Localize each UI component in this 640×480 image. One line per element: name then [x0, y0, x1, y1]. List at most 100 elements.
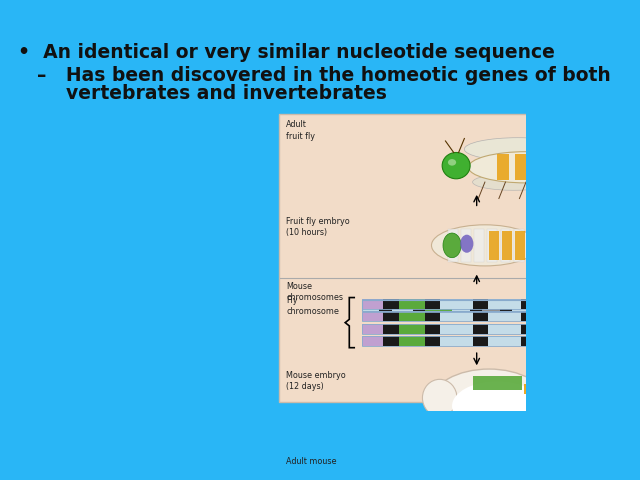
Bar — [536, 336, 568, 346]
Bar — [452, 300, 470, 311]
Bar — [470, 300, 482, 311]
Bar — [474, 229, 484, 262]
Text: Mouse
chromosomes: Mouse chromosomes — [286, 282, 343, 302]
Bar — [488, 324, 520, 334]
Bar — [509, 462, 520, 473]
Bar — [426, 300, 452, 311]
Bar — [425, 336, 440, 346]
Bar — [362, 299, 383, 309]
Ellipse shape — [452, 382, 543, 431]
Bar — [472, 376, 522, 390]
Bar — [362, 299, 616, 309]
Text: Adult mouse: Adult mouse — [286, 457, 337, 466]
Bar — [461, 229, 471, 262]
Bar — [514, 229, 524, 262]
Bar — [482, 300, 500, 311]
Ellipse shape — [431, 465, 579, 480]
Bar — [568, 324, 590, 334]
Bar — [590, 312, 616, 322]
Bar — [362, 312, 616, 322]
Bar — [568, 299, 590, 309]
Bar — [448, 229, 458, 262]
Bar — [536, 312, 568, 322]
Bar — [425, 324, 440, 334]
Bar — [488, 299, 520, 309]
Ellipse shape — [460, 235, 474, 253]
Bar — [362, 324, 616, 334]
Text: vertebrates and invertebrates: vertebrates and invertebrates — [66, 84, 387, 103]
Text: •  An identical or very similar nucleotide sequence: • An identical or very similar nucleotid… — [18, 43, 555, 62]
Bar — [413, 300, 426, 311]
Bar — [590, 336, 616, 346]
Bar — [497, 462, 506, 473]
Bar — [457, 462, 468, 473]
Bar — [425, 299, 440, 309]
Bar — [500, 229, 510, 262]
Bar — [538, 300, 551, 311]
Bar — [440, 299, 473, 309]
Bar — [280, 114, 628, 401]
Bar — [488, 229, 497, 262]
Ellipse shape — [448, 159, 456, 166]
Ellipse shape — [431, 369, 547, 435]
Ellipse shape — [465, 138, 572, 161]
Bar — [362, 312, 383, 322]
Bar — [497, 154, 509, 180]
Text: Fly
chromosome: Fly chromosome — [286, 296, 339, 316]
Bar — [399, 336, 425, 346]
Bar — [362, 300, 380, 311]
Bar — [440, 324, 473, 334]
Bar — [473, 312, 488, 322]
Bar — [536, 324, 568, 334]
Ellipse shape — [422, 379, 457, 416]
Bar — [383, 324, 399, 334]
Bar — [520, 324, 536, 334]
Bar — [512, 300, 538, 311]
Bar — [383, 299, 399, 309]
Bar — [502, 230, 512, 260]
Bar — [440, 312, 473, 322]
Text: Adult
fruit fly: Adult fruit fly — [286, 120, 315, 141]
Ellipse shape — [468, 152, 584, 183]
Bar — [473, 336, 488, 346]
Text: Mouse embryo
(12 days): Mouse embryo (12 days) — [286, 371, 346, 391]
Bar — [362, 336, 616, 346]
Bar — [399, 312, 425, 322]
Bar — [520, 312, 536, 322]
Bar — [590, 299, 616, 309]
Bar — [500, 300, 512, 311]
Bar — [568, 336, 590, 346]
Bar — [533, 154, 545, 180]
Bar — [399, 299, 425, 309]
Bar — [383, 336, 399, 346]
Bar — [392, 300, 413, 311]
Ellipse shape — [442, 153, 470, 179]
Bar — [399, 324, 425, 334]
Bar — [362, 300, 616, 311]
Bar — [488, 336, 520, 346]
Ellipse shape — [443, 233, 461, 258]
Bar — [444, 462, 455, 473]
Bar — [483, 462, 493, 473]
Ellipse shape — [431, 225, 538, 266]
Bar — [568, 312, 590, 322]
Bar — [425, 312, 440, 322]
Ellipse shape — [398, 466, 445, 480]
Bar — [473, 299, 488, 309]
Bar — [515, 230, 525, 260]
Bar — [362, 324, 383, 334]
Text: Fruit fly embryo
(10 hours): Fruit fly embryo (10 hours) — [286, 216, 350, 237]
Bar — [515, 154, 527, 180]
Bar — [595, 300, 616, 311]
Bar — [489, 230, 499, 260]
Bar — [440, 336, 473, 346]
Text: –   Has been discovered in the homeotic genes of both: – Has been discovered in the homeotic ge… — [37, 66, 611, 85]
Bar — [520, 336, 536, 346]
Bar — [520, 299, 536, 309]
Bar — [577, 300, 595, 311]
Ellipse shape — [402, 455, 420, 476]
Bar — [383, 312, 399, 322]
Bar — [523, 462, 532, 473]
Bar — [380, 300, 392, 311]
Bar — [473, 324, 488, 334]
